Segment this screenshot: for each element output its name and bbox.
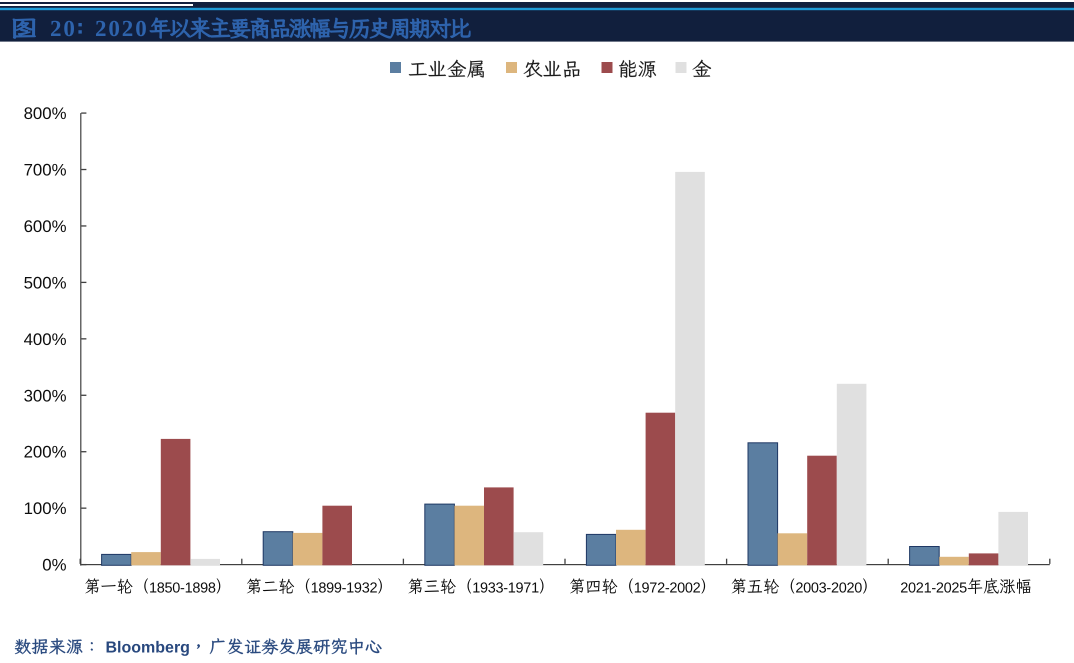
svg-text:100%: 100%	[24, 499, 67, 518]
svg-text:Bloomberg: Bloomberg	[106, 640, 190, 657]
svg-text:600%: 600%	[24, 217, 67, 236]
svg-text:20: 20	[50, 16, 77, 41]
svg-text:200%: 200%	[24, 443, 67, 462]
svg-text:1933-1971: 1933-1971	[472, 580, 539, 596]
svg-text:1899-1932: 1899-1932	[311, 580, 378, 596]
svg-text:700%: 700%	[24, 161, 67, 180]
svg-text:300%: 300%	[24, 386, 67, 405]
svg-text:2021-2025: 2021-2025	[900, 580, 967, 596]
svg-text:400%: 400%	[24, 330, 67, 349]
svg-text:500%: 500%	[24, 273, 67, 292]
svg-text:800%: 800%	[24, 104, 67, 123]
svg-text:1850-1898: 1850-1898	[149, 580, 216, 596]
svg-text:1972-2002: 1972-2002	[634, 580, 701, 596]
svg-text:2020: 2020	[95, 16, 149, 41]
svg-text:2003-2020: 2003-2020	[795, 580, 862, 596]
svg-text:0%: 0%	[42, 556, 66, 575]
